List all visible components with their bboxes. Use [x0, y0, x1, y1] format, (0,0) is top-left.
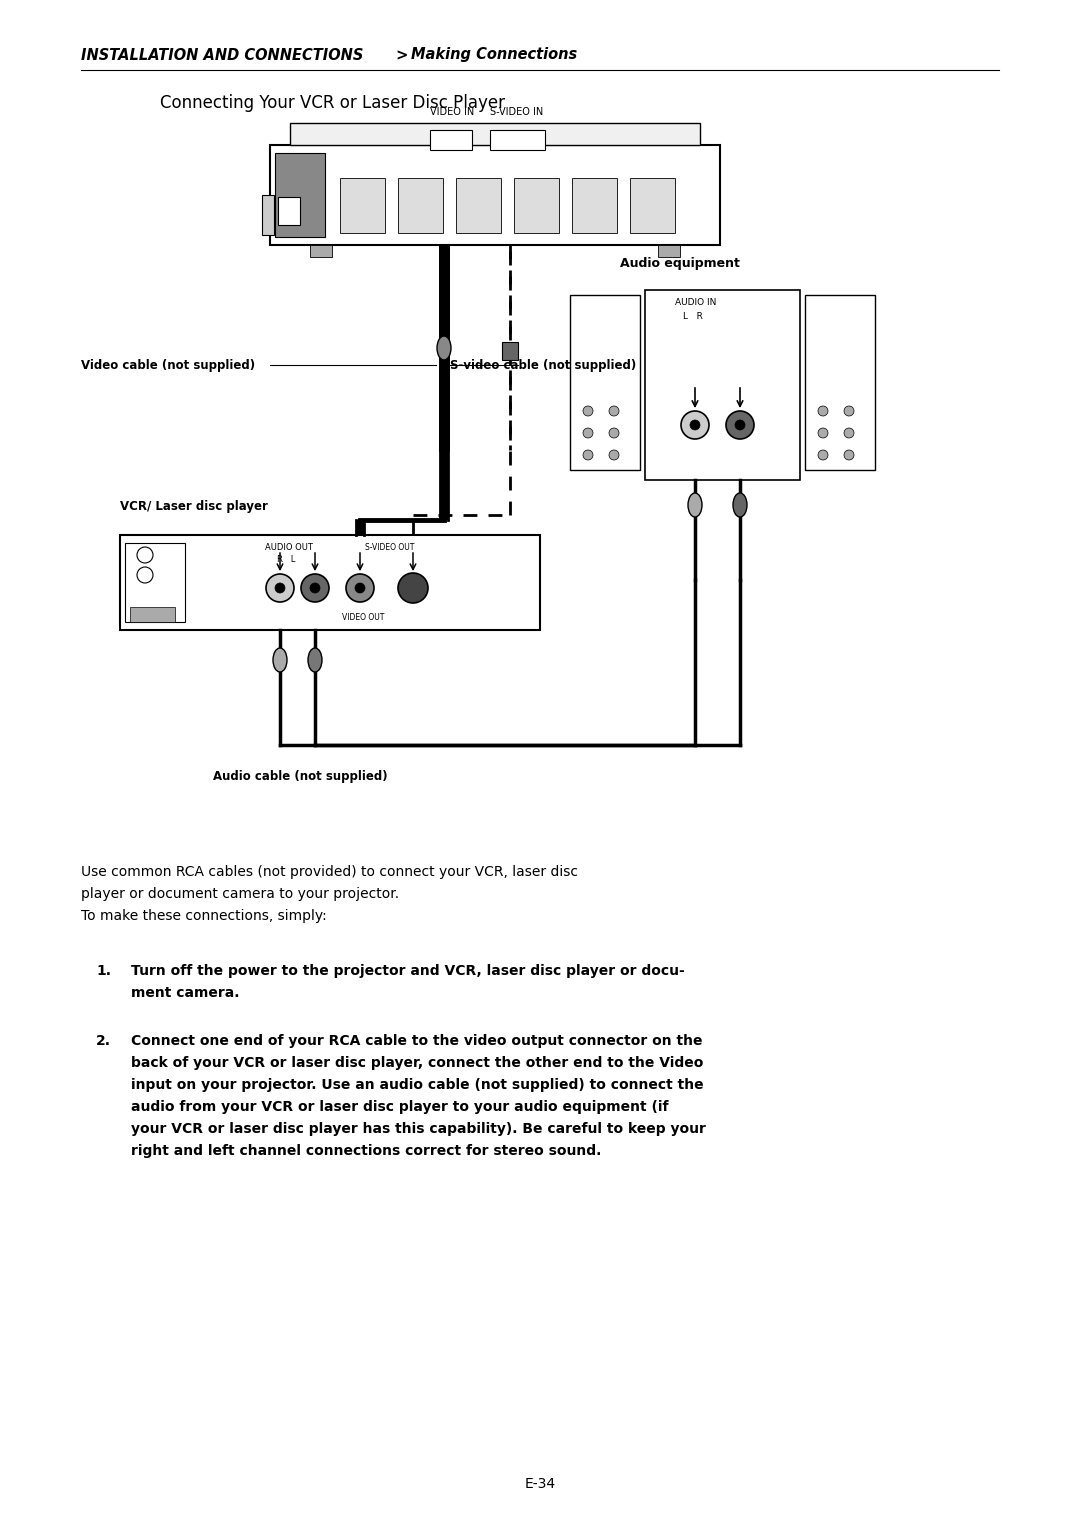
Bar	[456, 177, 501, 232]
Bar	[502, 342, 518, 359]
Ellipse shape	[301, 573, 329, 602]
Ellipse shape	[137, 567, 153, 583]
Bar	[262, 196, 274, 235]
Text: S-VIDEO IN: S-VIDEO IN	[490, 107, 543, 118]
Text: L   R: L R	[683, 312, 703, 321]
Text: To make these connections, simply:: To make these connections, simply:	[81, 910, 327, 924]
Text: audio from your VCR or laser disc player to your audio equipment (if: audio from your VCR or laser disc player…	[131, 1101, 669, 1115]
Ellipse shape	[681, 411, 708, 439]
Bar	[275, 153, 325, 237]
Ellipse shape	[609, 428, 619, 437]
Text: INSTALLATION AND CONNECTIONS: INSTALLATION AND CONNECTIONS	[81, 47, 363, 63]
Text: 1.: 1.	[96, 963, 111, 979]
Bar	[440, 245, 448, 520]
Bar	[120, 535, 540, 630]
Ellipse shape	[843, 407, 854, 416]
Ellipse shape	[843, 428, 854, 437]
Ellipse shape	[735, 420, 745, 430]
Bar	[125, 543, 185, 622]
Text: Video cable (not supplied): Video cable (not supplied)	[81, 358, 255, 372]
Text: Turn off the power to the projector and VCR, laser disc player or docu-: Turn off the power to the projector and …	[131, 963, 685, 979]
Ellipse shape	[583, 450, 593, 460]
Bar	[130, 607, 175, 622]
Text: input on your projector. Use an audio cable (not supplied) to connect the: input on your projector. Use an audio ca…	[131, 1078, 704, 1092]
Text: >: >	[391, 47, 414, 63]
Bar	[490, 130, 545, 150]
Text: Audio cable (not supplied): Audio cable (not supplied)	[213, 771, 388, 783]
Bar	[805, 295, 875, 469]
Ellipse shape	[583, 428, 593, 437]
Text: R   L: R L	[276, 555, 295, 564]
Bar	[430, 130, 472, 150]
Bar	[270, 145, 720, 245]
Ellipse shape	[355, 583, 365, 593]
Bar	[310, 245, 332, 257]
Bar	[440, 245, 448, 450]
Ellipse shape	[310, 583, 320, 593]
Ellipse shape	[275, 583, 285, 593]
Ellipse shape	[818, 450, 828, 460]
Bar	[399, 177, 443, 232]
Text: Connecting Your VCR or Laser Disc Player: Connecting Your VCR or Laser Disc Player	[160, 93, 505, 112]
Text: your VCR or laser disc player has this capability). Be careful to keep your: your VCR or laser disc player has this c…	[131, 1122, 706, 1136]
Bar	[570, 295, 640, 469]
Ellipse shape	[818, 407, 828, 416]
Text: AUDIO OUT: AUDIO OUT	[265, 543, 313, 552]
Text: Use common RCA cables (not provided) to connect your VCR, laser disc: Use common RCA cables (not provided) to …	[81, 865, 578, 879]
Bar	[291, 122, 700, 145]
Ellipse shape	[437, 336, 451, 359]
Ellipse shape	[843, 450, 854, 460]
Bar	[630, 177, 675, 232]
Text: S-video cable (not supplied): S-video cable (not supplied)	[450, 358, 636, 372]
Ellipse shape	[609, 407, 619, 416]
Ellipse shape	[137, 547, 153, 563]
Ellipse shape	[818, 428, 828, 437]
Bar	[356, 520, 364, 535]
Text: right and left channel connections correct for stereo sound.: right and left channel connections corre…	[131, 1144, 602, 1159]
Ellipse shape	[399, 573, 428, 602]
Ellipse shape	[690, 420, 700, 430]
Text: VCR/ Laser disc player: VCR/ Laser disc player	[120, 500, 268, 514]
Ellipse shape	[726, 411, 754, 439]
Ellipse shape	[346, 573, 374, 602]
Ellipse shape	[609, 450, 619, 460]
Text: S-VIDEO OUT: S-VIDEO OUT	[365, 543, 415, 552]
Ellipse shape	[733, 492, 747, 517]
Text: Connect one end of your RCA cable to the video output connector on the: Connect one end of your RCA cable to the…	[131, 1035, 702, 1049]
Text: AUDIO IN: AUDIO IN	[675, 298, 716, 307]
Text: 2.: 2.	[96, 1035, 111, 1049]
Ellipse shape	[273, 648, 287, 673]
Text: Making Connections: Making Connections	[411, 47, 577, 63]
Text: player or document camera to your projector.: player or document camera to your projec…	[81, 887, 400, 901]
Bar	[514, 177, 559, 232]
Bar	[572, 177, 617, 232]
Text: back of your VCR or laser disc player, connect the other end to the Video: back of your VCR or laser disc player, c…	[131, 1057, 703, 1070]
Ellipse shape	[583, 407, 593, 416]
Text: VIDEO OUT: VIDEO OUT	[342, 613, 384, 622]
Bar	[278, 197, 300, 225]
Text: VIDEO IN: VIDEO IN	[430, 107, 474, 118]
Bar	[340, 177, 384, 232]
Ellipse shape	[266, 573, 294, 602]
Bar	[645, 291, 800, 480]
Text: Audio equipment: Audio equipment	[620, 257, 740, 271]
Text: ment camera.: ment camera.	[131, 986, 240, 1000]
Bar	[658, 245, 680, 257]
Ellipse shape	[688, 492, 702, 517]
Ellipse shape	[308, 648, 322, 673]
Text: E-34: E-34	[525, 1477, 555, 1491]
